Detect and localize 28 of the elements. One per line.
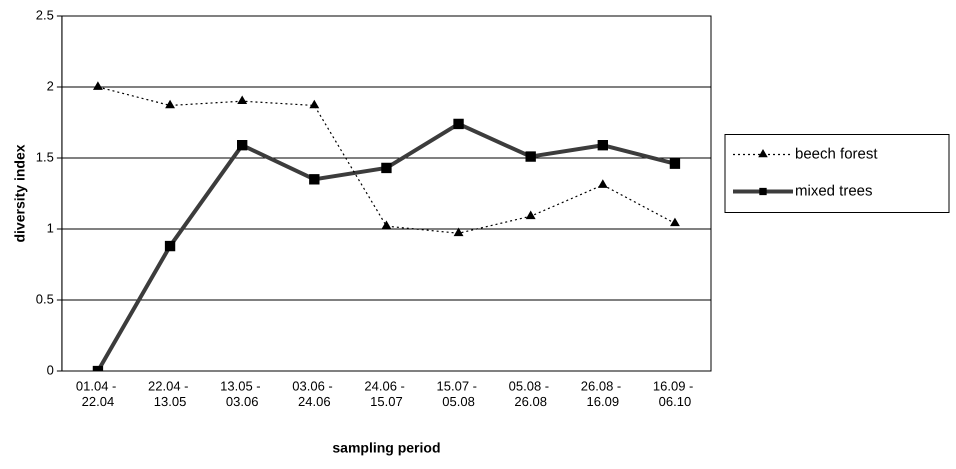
y-tick-label: 1 [46,220,54,236]
x-tick-label: 16.09 - 06.10 [652,378,697,409]
y-tick-label: 2.5 [36,8,54,23]
point [598,180,608,188]
y-axis-title: diversity index [11,144,28,243]
point [382,221,391,230]
point [166,100,175,108]
point [310,100,319,108]
x-tick-label: 22.04 - 13.05 [148,378,192,409]
x-tick-label: 24.06 - 15.07 [364,378,408,409]
legend-label: beech forest [795,146,878,163]
point [238,96,247,104]
y-tick-label: 1.5 [36,150,54,165]
x-tick-label: 13.05 - 03.06 [220,378,264,409]
x-tick-label: 01.04 - 22.04 [76,378,120,409]
y-tick-label: 0 [46,362,54,378]
point [526,211,536,220]
point [454,228,464,236]
x-tick-label: 05.08 - 26.08 [508,378,553,409]
point [93,82,102,90]
x-tick-label: 15.07 - 05.08 [436,378,481,409]
y-tick-label: 0.5 [36,292,54,307]
y-tick-label: 2 [46,78,54,94]
x-tick-label: 03.06 - 24.06 [292,378,336,409]
x-tick-label: 26.08 - 16.09 [580,378,625,409]
legend-label: mixed trees [795,182,873,200]
point [670,218,680,226]
x-axis-title: sampling period [332,439,440,456]
